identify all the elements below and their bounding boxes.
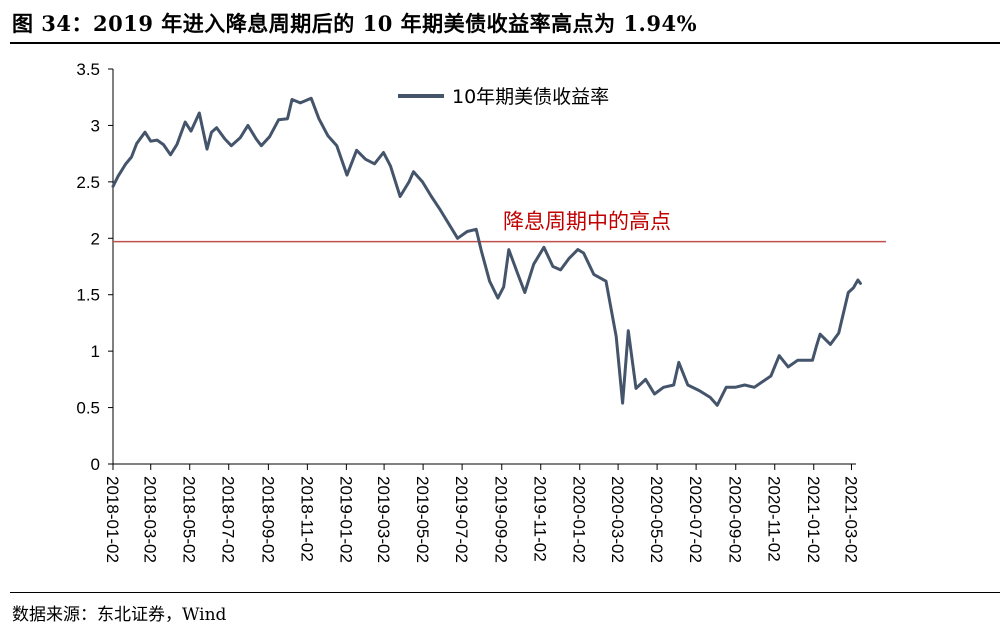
y-tick-label: 0: [91, 455, 100, 474]
y-tick-label: 2.5: [76, 173, 100, 192]
y-tick-label: 3: [91, 116, 100, 135]
x-tick-label: 2020-01-02: [570, 476, 589, 563]
legend-label: 10年期美债收益率: [452, 86, 609, 108]
x-tick-label: 2018-03-02: [141, 476, 160, 563]
y-tick-label: 1: [91, 342, 100, 361]
line-chart: 0 0.5 1 1.5 2 2.5 3 3.5 2018-01-02 2018-03-02 2018…: [76, 60, 886, 563]
x-tick-label: 2019-03-02: [374, 476, 393, 563]
source-rule: [10, 592, 1000, 593]
x-tick-label: 2020-03-02: [608, 476, 627, 563]
reference-annotation: 降息周期中的高点: [503, 210, 671, 234]
x-tick-label: 2019-07-02: [452, 476, 471, 563]
y-tick-label: 1.5: [76, 286, 100, 305]
x-tick-label: 2018-07-02: [219, 476, 238, 563]
x-tick-label: 2019-11-02: [531, 476, 550, 562]
x-tick-label: 2018-01-02: [103, 476, 122, 563]
x-tick-label: 2020-07-02: [686, 476, 705, 563]
x-tick-label: 2020-09-02: [726, 476, 745, 563]
x-tick-label: 2021-01-02: [804, 476, 823, 563]
series-line-us10y: [111, 96, 862, 407]
x-tick-label: 2019-09-02: [492, 476, 511, 563]
y-tick-label: 0.5: [76, 399, 100, 418]
y-tick-label: 3.5: [76, 60, 100, 79]
plot-area: 0 0.5 1 1.5 2 2.5 3 3.5 2018-01-02 2018-03-02 2018…: [76, 60, 886, 563]
x-tick-label: 2020-11-02: [765, 476, 784, 562]
legend: 10年期美债收益率: [398, 86, 609, 108]
figure-title: 图 34：2019 年进入降息周期后的 10 年期美债收益率高点为 1.94%: [12, 11, 698, 36]
title-rule: [10, 42, 1000, 44]
x-tick-label: 2020-05-02: [647, 476, 666, 563]
y-tick-label: 2: [91, 229, 100, 248]
x-tick-label: 2018-05-02: [180, 476, 199, 563]
x-tick-label: 2021-03-02: [841, 476, 860, 563]
x-tick-label: 2019-01-02: [336, 476, 355, 563]
source-note: 数据来源：东北证券，Wind: [12, 605, 227, 625]
x-tick-label: 2018-09-02: [258, 476, 277, 563]
x-tick-label: 2018-11-02: [297, 476, 316, 562]
x-tick-label: 2019-05-02: [413, 476, 432, 563]
